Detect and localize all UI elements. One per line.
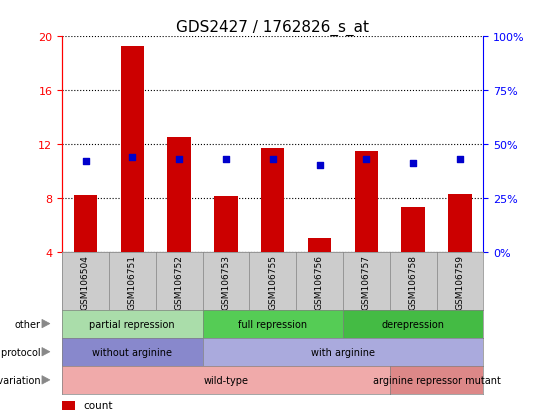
Point (175, 156, 184, 163)
Bar (214, 197, 238, 252)
Text: genotype/variation: genotype/variation (0, 375, 41, 385)
Text: GSM106755: GSM106755 (268, 255, 277, 310)
Bar (401, 208, 425, 252)
Bar (74, 196, 97, 252)
Text: GSM106504: GSM106504 (81, 255, 90, 310)
Point (315, 163, 324, 169)
Point (456, 156, 464, 163)
Text: GSM106759: GSM106759 (455, 255, 464, 310)
Text: other: other (15, 319, 41, 329)
Text: partial repression: partial repression (90, 319, 175, 329)
Bar (167, 138, 191, 252)
Text: GSM106758: GSM106758 (409, 255, 417, 310)
Text: with arginine: with arginine (311, 347, 375, 357)
Bar (308, 239, 331, 252)
Text: GSM106751: GSM106751 (128, 255, 137, 310)
Text: growth protocol: growth protocol (0, 347, 41, 357)
Point (362, 156, 370, 163)
Text: arginine repressor mutant: arginine repressor mutant (373, 375, 501, 385)
Bar (62, 401, 75, 410)
Point (409, 161, 417, 167)
Text: derepression: derepression (382, 319, 444, 329)
Text: full repression: full repression (238, 319, 307, 329)
Text: count: count (83, 400, 113, 411)
Point (221, 156, 230, 163)
Bar (120, 47, 144, 252)
Bar (261, 149, 285, 252)
Text: wild-type: wild-type (204, 375, 248, 385)
Text: without arginine: without arginine (92, 347, 172, 357)
Point (268, 156, 277, 163)
Text: GSM106752: GSM106752 (174, 255, 184, 310)
Text: GSM106757: GSM106757 (362, 255, 371, 310)
Polygon shape (42, 376, 50, 384)
Text: GSM106756: GSM106756 (315, 255, 324, 310)
Polygon shape (42, 348, 50, 356)
Bar (355, 151, 378, 252)
Polygon shape (42, 320, 50, 328)
Title: GDS2427 / 1762826_s_at: GDS2427 / 1762826_s_at (176, 20, 369, 36)
Point (81, 159, 90, 165)
Point (128, 154, 137, 161)
Text: GSM106753: GSM106753 (221, 255, 231, 310)
Bar (448, 194, 471, 252)
